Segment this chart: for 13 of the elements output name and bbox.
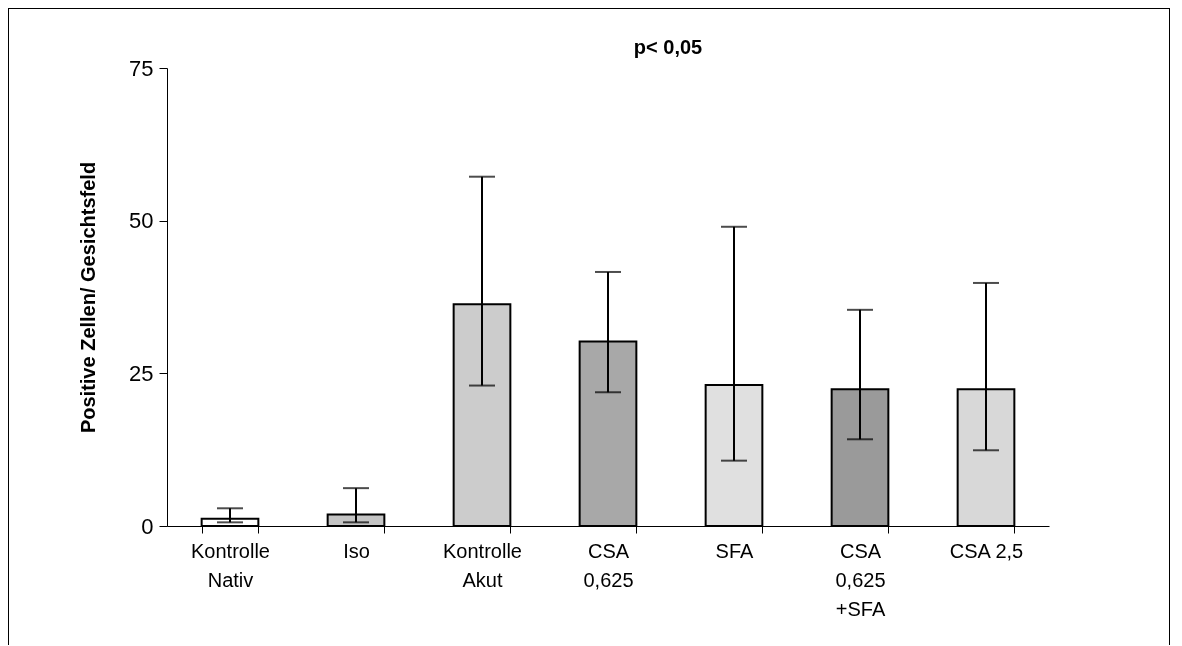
y-axis-title: Positive Zellen/ Gesichtsfeld	[77, 161, 100, 434]
text: p< 0,05	[633, 36, 703, 58]
x-tick-label: Kontrolle Nativ	[191, 539, 270, 591]
x-tick-label: Kontrolle Akut	[443, 539, 522, 591]
x-tick-label: Iso	[343, 539, 370, 562]
x-tick-label: CSA 2,5	[949, 539, 1024, 562]
y-tick-label: 25	[129, 360, 154, 386]
x-tick-label: SFA	[715, 539, 755, 562]
y-tick-label: 75	[129, 55, 154, 81]
x-tick-label: CSA 0,625	[583, 539, 634, 591]
y-tick-label: 50	[129, 208, 154, 234]
x-tick-label: CSA 0,625 +SFA	[835, 539, 886, 620]
y-tick-label: 0	[141, 513, 154, 539]
